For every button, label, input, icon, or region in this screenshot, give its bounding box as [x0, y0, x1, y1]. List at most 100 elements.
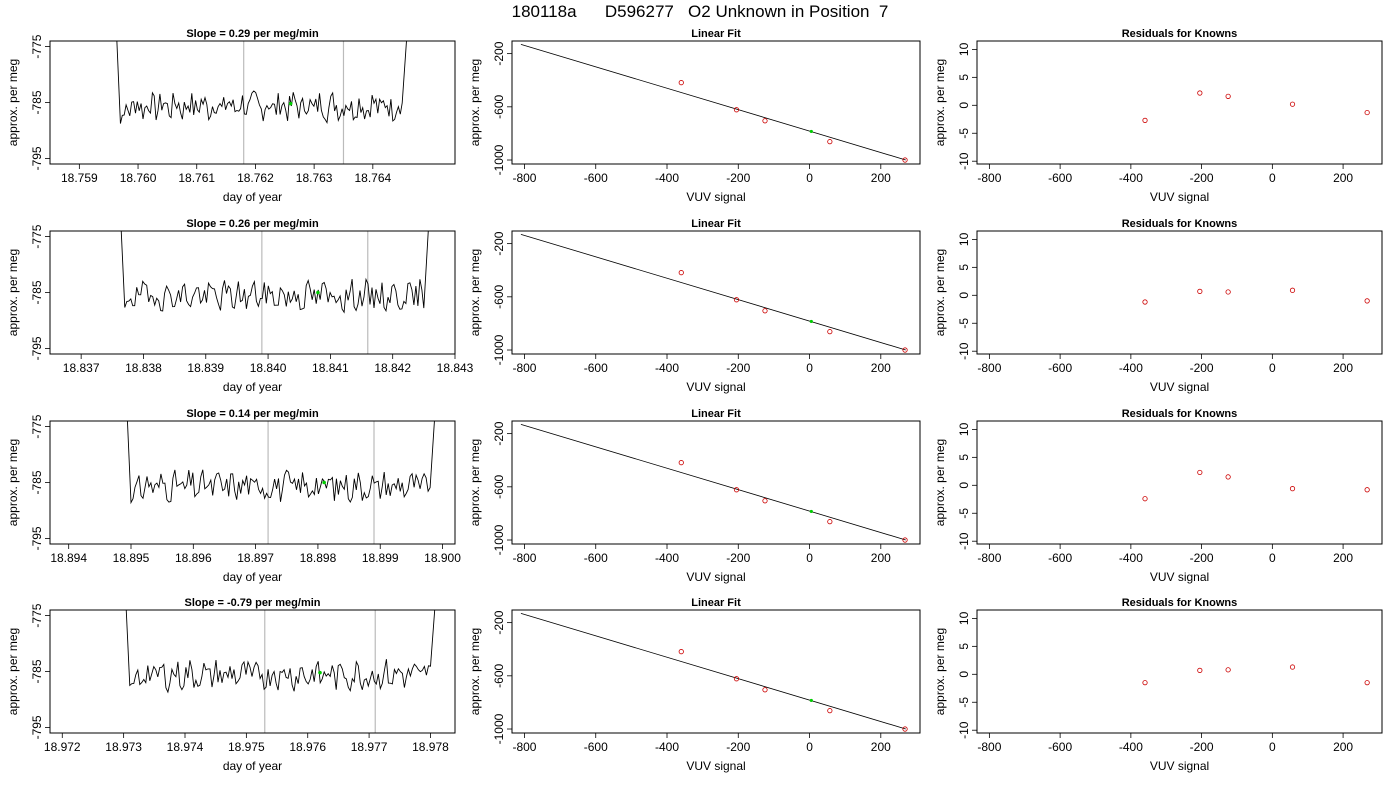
measurement-trace	[116, 41, 407, 124]
y-tick-label: -5	[957, 128, 971, 139]
y-tick-label: -200	[492, 231, 506, 255]
x-tick-label: -800	[512, 740, 536, 754]
residual-point	[1197, 90, 1203, 96]
page-title: 180118a D596277 O2 Unknown in Position 7	[511, 2, 889, 21]
x-axis-label: day of year	[223, 759, 282, 773]
x-axis-label: VUV signal	[686, 570, 745, 584]
x-axis-label: day of year	[223, 570, 282, 584]
unknown-point	[288, 101, 293, 106]
x-tick-label: -200	[1190, 551, 1214, 565]
x-tick-label: -800	[977, 740, 1001, 754]
residual-point	[1225, 474, 1231, 480]
known-point	[902, 157, 908, 163]
x-tick-label: 18.973	[105, 740, 142, 754]
x-tick-label: -400	[655, 551, 679, 565]
x-axis-label: VUV signal	[1150, 570, 1209, 584]
x-tick-label: 18.839	[187, 361, 224, 375]
y-tick-label: 0	[957, 671, 971, 678]
fit-line	[520, 43, 906, 161]
fit-line	[520, 233, 906, 351]
x-tick-label: 18.763	[296, 171, 333, 185]
y-tick-label: 10	[957, 42, 971, 56]
x-tick-label: -800	[977, 551, 1001, 565]
residual-point	[1289, 486, 1296, 492]
y-tick-label: -775	[30, 603, 44, 627]
known-point	[902, 347, 908, 353]
known-point	[733, 297, 740, 303]
residual-point	[1142, 680, 1148, 686]
x-tick-label: 0	[806, 740, 813, 754]
panel-title: Slope = 0.14 per meg/min	[186, 408, 319, 420]
x-tick-label: 18.895	[113, 551, 150, 565]
known-point	[827, 139, 833, 145]
x-axis-label: day of year	[223, 190, 282, 204]
y-tick-label: -1000	[492, 334, 506, 365]
data-layer	[116, 41, 407, 124]
x-tick-label: -200	[1190, 361, 1214, 375]
panel-title: Residuals for Knowns	[1122, 597, 1238, 609]
y-tick-label: -775	[30, 34, 44, 58]
x-tick-label: 200	[871, 551, 891, 565]
panel-1-1: Slope = 0.29 per meg/min 18.759 18.760 18.7…	[6, 28, 456, 204]
residual-point	[1197, 667, 1203, 673]
panel-title: Slope = -0.79 per meg/min	[184, 597, 320, 609]
residual-point	[1289, 101, 1296, 107]
residual-point	[1364, 680, 1370, 686]
x-tick-label: -800	[512, 551, 536, 565]
x-tick-label: 18.898	[300, 551, 337, 565]
x-tick-label: 200	[871, 171, 891, 185]
x-tick-label: -200	[726, 740, 750, 754]
residual-point	[1197, 288, 1203, 294]
y-tick-label: -200	[492, 41, 506, 65]
x-tick-label: -600	[584, 551, 608, 565]
y-tick-label: -795	[30, 336, 44, 360]
x-tick-label: 18.977	[351, 740, 388, 754]
y-axis-label: approx. per meg	[933, 59, 947, 146]
y-axis-label: approx. per meg	[933, 439, 947, 526]
panel-4-3: Residuals for Knowns -800 -600 -400 -200 0 200…	[933, 597, 1383, 773]
y-axis-label: approx. per meg	[6, 628, 20, 715]
data-layer	[1142, 664, 1370, 686]
known-point	[762, 687, 768, 693]
unknown-point	[809, 129, 813, 134]
plot-frame	[976, 230, 1383, 355]
y-tick-label: 5	[957, 454, 971, 461]
y-tick-label: -600	[492, 94, 506, 118]
y-tick-label: -5	[957, 508, 971, 519]
x-tick-label: 18.838	[125, 361, 162, 375]
residual-point	[1225, 289, 1231, 295]
y-tick-label: -10	[957, 721, 971, 739]
y-tick-label: -200	[492, 421, 506, 445]
unknown-point	[809, 319, 813, 324]
x-tick-label: 18.762	[237, 171, 274, 185]
known-point	[733, 676, 740, 682]
x-tick-label: 200	[871, 740, 891, 754]
y-tick-label: -785	[30, 659, 44, 683]
y-tick-label: -10	[957, 152, 971, 170]
panel-3-1: Slope = 0.14 per meg/min 18.894 18.895 18.8…	[6, 408, 461, 584]
residual-point	[1364, 109, 1370, 116]
x-tick-label: -800	[512, 171, 536, 185]
x-tick-label: 18.978	[412, 740, 449, 754]
plot-frame	[49, 40, 456, 165]
known-point	[678, 80, 684, 86]
x-tick-label: 0	[806, 171, 813, 185]
x-tick-label: 18.894	[50, 551, 87, 565]
panel-title: Linear Fit	[691, 597, 741, 609]
x-tick-label: 0	[1269, 740, 1276, 754]
known-point	[762, 498, 768, 504]
data-layer	[126, 421, 435, 505]
known-point	[762, 308, 768, 314]
x-axis-label: VUV signal	[1150, 190, 1209, 204]
data-layer	[125, 610, 436, 694]
known-point	[827, 329, 833, 335]
plot-frame	[976, 40, 1383, 165]
x-tick-label: 200	[1333, 740, 1353, 754]
y-tick-label: 0	[957, 292, 971, 299]
residual-point	[1364, 298, 1370, 304]
y-tick-label: -5	[957, 697, 971, 708]
plot-frame	[49, 230, 456, 355]
x-tick-label: -600	[584, 740, 608, 754]
known-point	[827, 708, 833, 714]
panel-title: Slope = 0.26 per meg/min	[186, 218, 319, 230]
